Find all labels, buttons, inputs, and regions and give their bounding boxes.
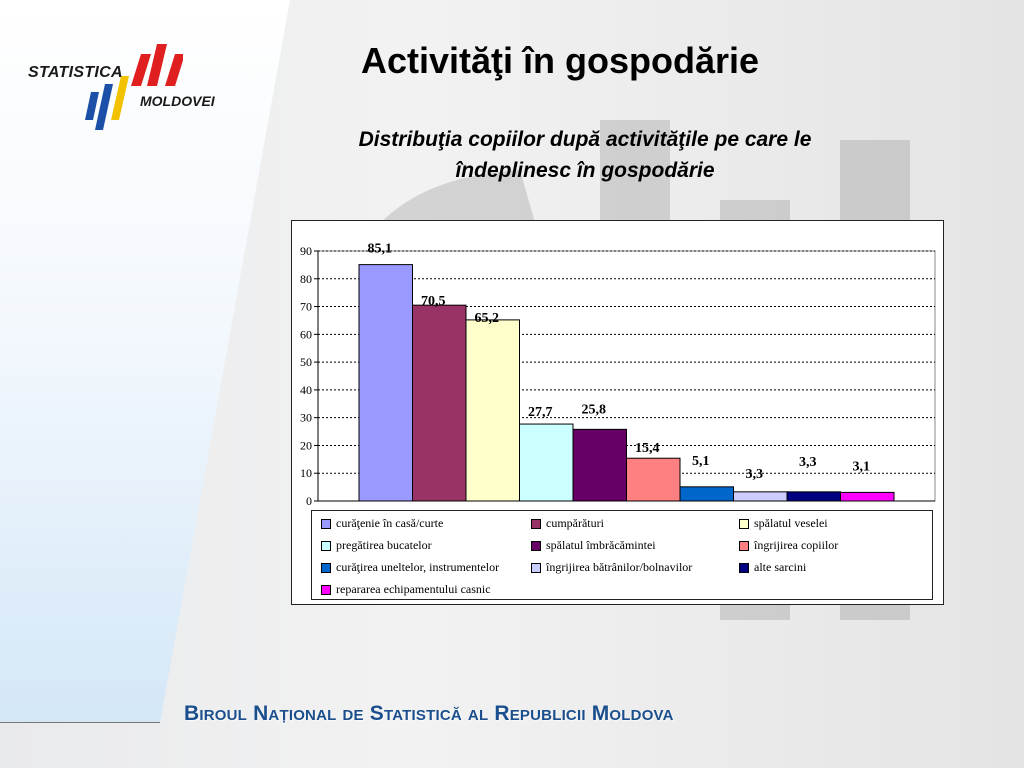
statistica-moldovei-logo: STATISTICA MOLDOVEI xyxy=(28,42,228,137)
legend-swatch xyxy=(531,540,541,551)
bar-chart: 0 10 20 30 40 50 60 70 80 90 85,1 70,5 65,2 27,7 25,8 1… xyxy=(300,242,936,508)
bar-value-label: 27,7 xyxy=(528,405,553,420)
subtitle-line-2: îndeplinesc în gospodărie xyxy=(455,159,715,182)
y-tick-label: 70 xyxy=(300,300,312,314)
y-tick-label: 30 xyxy=(300,411,312,425)
logo-top-text: STATISTICA xyxy=(28,64,123,81)
bar xyxy=(733,491,788,502)
bar-value-label: 3,3 xyxy=(799,455,817,470)
y-tick-label: 40 xyxy=(300,383,312,397)
bar-value-label: 3,3 xyxy=(746,467,764,482)
legend-label: îngrijirea bătrânilor/bolnavilor xyxy=(546,560,693,574)
bar xyxy=(358,264,413,502)
legend-item: spălatul îmbrăcămintei xyxy=(531,538,656,553)
footer-org-name: Biroul Național de Statistică al Republi… xyxy=(184,702,674,725)
chart-frame: 0 10 20 30 40 50 60 70 80 90 85,1 70,5 65,2 27,7 25,8 1… xyxy=(291,220,944,605)
legend-label: spălatul veselei xyxy=(754,516,828,530)
legend-item: cumpărături xyxy=(531,516,604,531)
logo-bottom-text: MOLDOVEI xyxy=(140,93,215,109)
y-tick-label: 20 xyxy=(300,438,312,452)
bar-value-label: 70,5 xyxy=(421,294,446,309)
legend-swatch xyxy=(321,562,331,573)
bar xyxy=(572,428,627,502)
legend-label: alte sarcini xyxy=(754,560,807,574)
bar xyxy=(412,304,467,502)
legend-swatch xyxy=(739,562,749,573)
bar-value-label: 65,2 xyxy=(475,311,500,326)
legend-label: spălatul îmbrăcămintei xyxy=(546,538,656,552)
legend-item: îngrijirea copiilor xyxy=(739,538,838,553)
bar-value-label: 3,1 xyxy=(853,459,871,474)
y-tick-label: 0 xyxy=(306,494,312,508)
subtitle-line-1: Distribuţia copiilor după activităţile p… xyxy=(358,128,812,151)
footer-divider xyxy=(0,722,160,723)
chart-subtitle: Distribuţia copiilor după activităţile p… xyxy=(290,124,880,186)
legend-label: pregătirea bucatelor xyxy=(336,538,432,552)
bar xyxy=(465,319,520,502)
bar xyxy=(519,423,574,502)
legend-label: îngrijirea copiilor xyxy=(754,538,839,552)
bar-value-label: 25,8 xyxy=(582,402,607,417)
legend-swatch xyxy=(321,540,331,551)
bar xyxy=(786,491,841,502)
bar-value-label: 85,1 xyxy=(368,242,393,257)
logo-bars-graphic xyxy=(85,44,183,130)
legend-label: curăţenie în casă/curte xyxy=(336,516,444,530)
bar xyxy=(679,486,734,502)
legend-item: curăţirea uneltelor, instrumentelor xyxy=(321,560,499,575)
bar-value-label: 5,1 xyxy=(692,454,710,469)
legend-swatch xyxy=(321,584,331,595)
y-tick-label: 80 xyxy=(300,272,312,286)
legend-item: pregătirea bucatelor xyxy=(321,538,432,553)
bar-value-label: 15,4 xyxy=(635,441,660,456)
chart-legend: curăţenie în casă/curte cumpărături spălat… xyxy=(311,510,933,600)
legend-item: spălatul veselei xyxy=(739,516,828,531)
legend-swatch xyxy=(739,540,749,551)
legend-item: alte sarcini xyxy=(739,560,806,575)
legend-label: cumpărături xyxy=(546,516,604,530)
y-tick-label: 10 xyxy=(300,466,312,480)
legend-swatch xyxy=(321,518,331,529)
bar xyxy=(626,457,681,502)
legend-item: curăţenie în casă/curte xyxy=(321,516,443,531)
y-tick-label: 50 xyxy=(300,355,312,369)
bar xyxy=(840,491,895,502)
legend-swatch xyxy=(739,518,749,529)
legend-label: curăţirea uneltelor, instrumentelor xyxy=(336,560,500,574)
y-tick-label: 60 xyxy=(300,327,312,341)
legend-swatch xyxy=(531,518,541,529)
legend-label: repararea echipamentului casnic xyxy=(336,582,491,596)
legend-swatch xyxy=(531,562,541,573)
y-tick-label: 90 xyxy=(300,244,312,258)
legend-item: îngrijirea bătrânilor/bolnavilor xyxy=(531,560,692,575)
legend-item: repararea echipamentului casnic xyxy=(321,582,491,597)
page-title: Activităţi în gospodărie xyxy=(360,40,760,81)
